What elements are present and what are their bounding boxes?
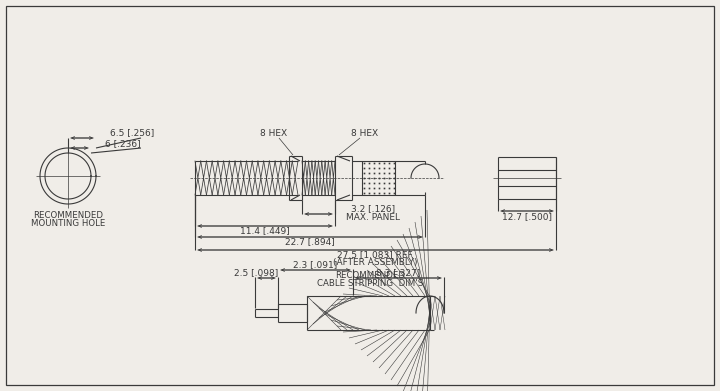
- Text: 8.3 [.327]: 8.3 [.327]: [377, 269, 420, 278]
- Text: 8 HEX: 8 HEX: [351, 129, 379, 138]
- Text: 2.3 [.091]: 2.3 [.091]: [293, 260, 338, 269]
- Text: 12.7 [.500]: 12.7 [.500]: [502, 212, 552, 221]
- Text: RECOMMENDED: RECOMMENDED: [335, 271, 405, 280]
- Text: RECOMMENDED: RECOMMENDED: [33, 212, 103, 221]
- Text: 22.7 [.894]: 22.7 [.894]: [285, 237, 335, 246]
- Text: 6 [.236]: 6 [.236]: [105, 140, 140, 149]
- Text: 27.5 [1.083] REF.: 27.5 [1.083] REF.: [337, 251, 414, 260]
- Text: 2.5 [.098]: 2.5 [.098]: [235, 269, 279, 278]
- Text: CABLE STRIPPING  DIM'S: CABLE STRIPPING DIM'S: [317, 278, 423, 287]
- Text: 8 HEX: 8 HEX: [261, 129, 287, 138]
- Text: MOUNTING HOLE: MOUNTING HOLE: [31, 219, 105, 228]
- Text: (AFTER ASSEMBLY): (AFTER ASSEMBLY): [333, 258, 418, 267]
- Text: MAX. PANEL: MAX. PANEL: [346, 212, 400, 221]
- Text: 3.2 [.126]: 3.2 [.126]: [351, 204, 395, 213]
- Text: 6.5 [.256]: 6.5 [.256]: [110, 129, 154, 138]
- Text: 11.4 [.449]: 11.4 [.449]: [240, 226, 290, 235]
